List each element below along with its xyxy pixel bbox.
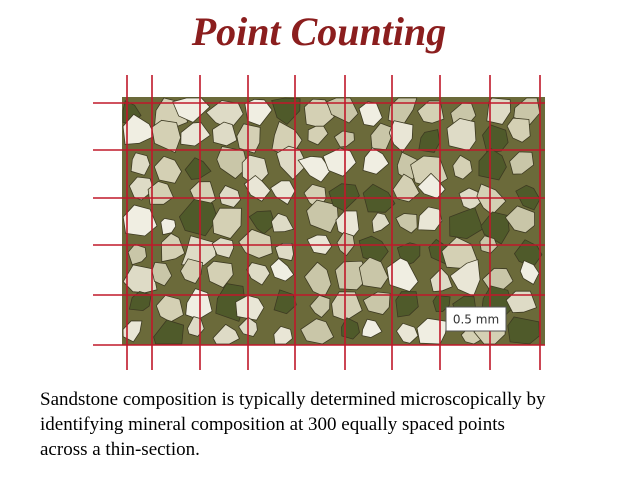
grain (212, 207, 242, 239)
grain (396, 322, 419, 344)
grain (244, 98, 273, 127)
grain (153, 319, 185, 345)
grain (509, 151, 535, 175)
grain (130, 152, 151, 176)
grain (388, 120, 414, 153)
grain (270, 212, 295, 233)
grain (418, 129, 441, 153)
grain (392, 173, 420, 203)
grain (218, 185, 241, 208)
grain (513, 97, 541, 126)
grain (122, 204, 158, 237)
body-text: Sandstone composition is typically deter… (40, 387, 630, 462)
grain (180, 121, 211, 147)
grain (274, 242, 294, 262)
grain (362, 147, 390, 175)
grain (212, 121, 238, 147)
grain (482, 124, 509, 154)
grain (269, 257, 295, 282)
grain (395, 213, 418, 234)
grain (211, 237, 235, 259)
grain (178, 198, 218, 237)
grain (246, 262, 271, 286)
grain (160, 217, 177, 236)
grain (519, 259, 540, 285)
grains (122, 97, 543, 345)
grain (449, 207, 484, 240)
grain (235, 294, 265, 321)
grain (128, 176, 155, 201)
grain (180, 258, 203, 284)
grain (206, 260, 234, 289)
grain (362, 291, 391, 315)
grain (243, 174, 272, 202)
grain (486, 97, 512, 125)
grain (271, 97, 301, 125)
slide-title: Point Counting (191, 9, 447, 54)
grain (212, 323, 240, 345)
grain (122, 113, 156, 145)
grain (358, 256, 389, 289)
body-line: identifying mineral composition at 300 e… (40, 414, 505, 435)
grain (478, 147, 507, 181)
grain (322, 147, 357, 177)
grain (326, 97, 359, 124)
grain (506, 117, 531, 143)
scale-label: 0.5 mm (453, 313, 499, 327)
grain (127, 243, 147, 266)
grain (160, 232, 186, 263)
grain (273, 325, 293, 345)
grain (238, 228, 273, 259)
grain (300, 318, 335, 345)
grain (429, 267, 453, 293)
grain (452, 154, 473, 180)
grain (153, 155, 182, 184)
grain (505, 290, 538, 314)
grain (395, 291, 419, 318)
grain (341, 317, 360, 340)
scale-box (445, 306, 507, 332)
grain (297, 155, 332, 183)
grain (449, 258, 481, 297)
grain (309, 294, 331, 319)
grain (507, 316, 540, 345)
grain (361, 318, 383, 338)
grain (371, 212, 391, 234)
point-grid (93, 75, 545, 370)
body-line: Sandstone composition is typically deter… (40, 389, 546, 410)
grain (307, 125, 329, 146)
grain (504, 205, 536, 234)
body-line: across a thin-section. (40, 439, 200, 460)
